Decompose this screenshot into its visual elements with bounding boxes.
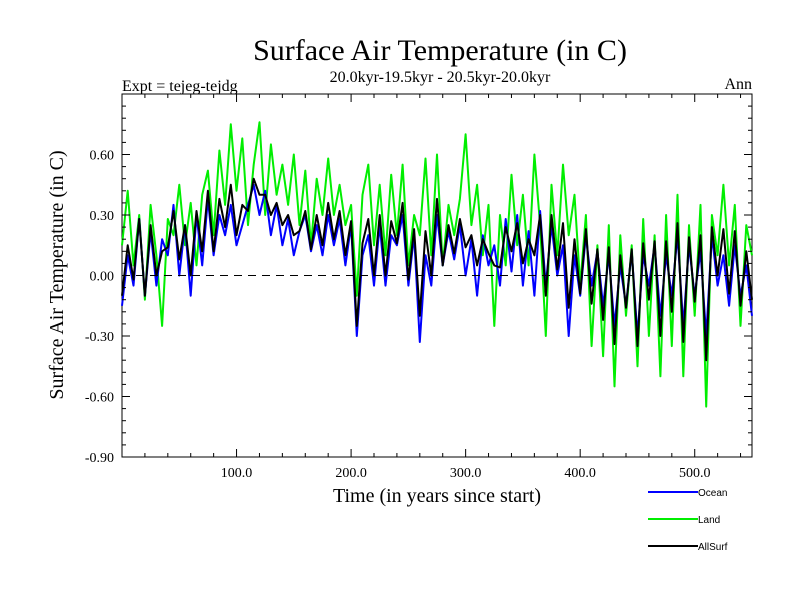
- x-tick-label: 100.0: [221, 466, 253, 481]
- y-tick-label: 0.00: [90, 270, 115, 285]
- series-line-land: [121, 121, 753, 408]
- legend: Ocean Land AllSurf: [648, 488, 728, 553]
- x-tick-label: 200.0: [335, 466, 367, 481]
- y-axis: -0.90 -0.60 -0.30 0.00 0.30 0.60: [85, 105, 752, 466]
- y-tick-label: -0.90: [85, 451, 114, 466]
- x-tick-label: 500.0: [679, 466, 711, 481]
- experiment-label: Expt = tejeg-tejdg: [122, 78, 238, 95]
- legend-label-allsurf: AllSurf: [698, 542, 728, 553]
- x-tick-label: 400.0: [564, 466, 596, 481]
- plot-area: [121, 93, 753, 458]
- y-tick-label: -0.30: [85, 330, 114, 345]
- x-tick-label: 300.0: [450, 466, 482, 481]
- series-layer: [121, 121, 753, 408]
- y-tick-label: -0.60: [85, 391, 114, 406]
- chart-title: Surface Air Temperature (in C): [253, 34, 627, 67]
- legend-label-ocean: Ocean: [698, 488, 727, 499]
- x-axis: 100.0 200.0 300.0 400.0 500.0: [144, 94, 742, 481]
- y-tick-label: 0.60: [90, 149, 115, 164]
- legend-label-land: Land: [698, 515, 720, 526]
- season-label: Ann: [724, 76, 752, 93]
- y-tick-label: 0.30: [90, 209, 115, 224]
- x-axis-label: Time (in years since start): [333, 485, 541, 507]
- y-axis-label: Surface Air Temperature (in C): [46, 150, 68, 399]
- series-line-allsurf: [121, 177, 753, 362]
- chart-subtitle: 20.0kyr-19.5kyr - 20.5kyr-20.0kyr: [330, 69, 551, 86]
